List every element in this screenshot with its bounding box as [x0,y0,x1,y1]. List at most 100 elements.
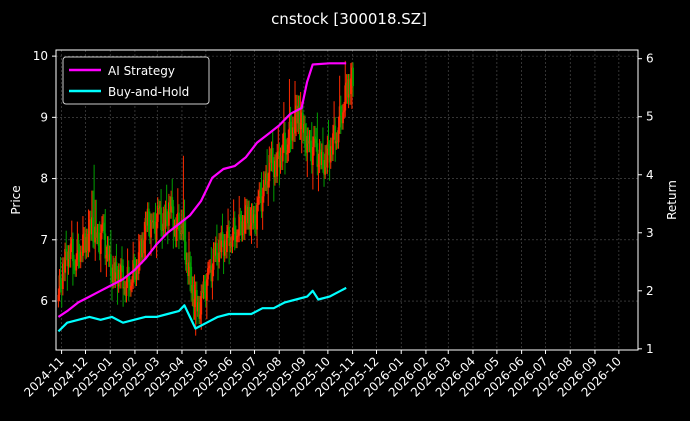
candle-body [204,292,207,301]
candle-body [277,151,280,153]
candle-body [349,78,352,95]
candle-body [88,219,91,234]
candle-body [258,190,261,199]
candle-body [108,254,111,261]
candle-body [85,237,88,253]
candlestick-layer [57,60,354,336]
candle-body [94,226,97,243]
candle-body [140,241,142,258]
candle-body [236,235,238,242]
candle-body [257,198,260,205]
candle-body [294,111,296,134]
candle-body [117,269,120,287]
candle-body [304,124,306,148]
series-layer [57,62,347,333]
candle-body [115,262,118,273]
candle-body [59,275,62,287]
candle-body [90,217,93,235]
candle-body [290,127,293,141]
candle-body [253,214,256,228]
chart-title: cnstock [300018.SZ] [271,10,427,28]
candle-body [266,173,269,188]
candle-body [285,149,287,155]
candle-body [351,67,353,79]
candle-body [191,284,194,294]
candle-body [84,233,87,253]
candle-body [252,214,255,224]
candle-body [194,290,197,299]
candle-body [122,265,125,289]
candle-body [114,262,117,282]
candle-body [165,209,168,220]
candle-body [322,151,324,169]
candle-body [242,221,245,234]
candle-body [246,205,248,224]
candle-body [130,285,132,291]
candle-body [231,233,234,247]
candle-body [335,140,338,144]
candle-body [247,206,250,224]
candle-body [159,207,161,209]
candle-body [151,219,154,223]
candle-body [327,144,330,149]
candle-body [280,156,283,162]
candle-body [118,269,121,283]
candle-body [192,284,195,307]
candle-body [305,147,308,153]
candle-body [259,190,262,197]
candle-body [170,197,173,213]
candle-body [239,214,242,218]
candle-body [228,226,231,246]
candle-body [109,254,112,277]
candle-body [65,249,68,252]
candle-body [106,244,109,256]
candle-body [208,266,210,269]
candle-body [329,146,332,163]
candle-body [125,281,128,296]
candle-body [113,264,116,282]
candle-body [223,240,226,256]
candle-body [141,238,144,258]
candle-body [72,238,74,262]
candle-body [102,222,104,225]
candle-body [334,125,337,144]
candle-body [186,263,189,277]
candle-body [307,136,310,144]
candle-body [154,227,157,240]
candle-body [241,221,244,236]
candle-body [86,237,89,251]
candle-body [311,147,314,166]
candle-body [340,115,343,124]
candle-body [136,265,139,274]
candle-body [145,217,148,226]
y-tick-label: 7 [40,233,48,247]
candle-body [67,251,70,267]
candle-body [232,217,235,234]
candle-body [80,252,83,256]
candle-body [190,266,193,294]
candle-body [233,217,236,233]
candle-body [171,197,174,207]
candle-body [310,152,313,166]
candle-body [287,144,290,153]
candle-body [138,241,141,253]
candle-body [179,230,181,234]
candle-body [230,242,233,247]
candle-body [313,136,315,148]
candle-body [176,212,179,223]
candle-body [64,249,66,273]
candle-body [316,143,319,167]
candle-body [96,232,99,238]
candle-body [153,220,156,228]
candle-body [172,206,175,231]
candle-body [82,234,84,256]
candle-body [164,209,167,229]
candle-body [61,263,64,290]
candle-body [156,205,159,222]
candle-body [74,265,77,271]
candle-body [123,287,126,289]
candle-body [155,221,158,240]
candle-body [152,220,155,223]
candle-body [157,205,160,209]
candle-body [92,217,94,242]
